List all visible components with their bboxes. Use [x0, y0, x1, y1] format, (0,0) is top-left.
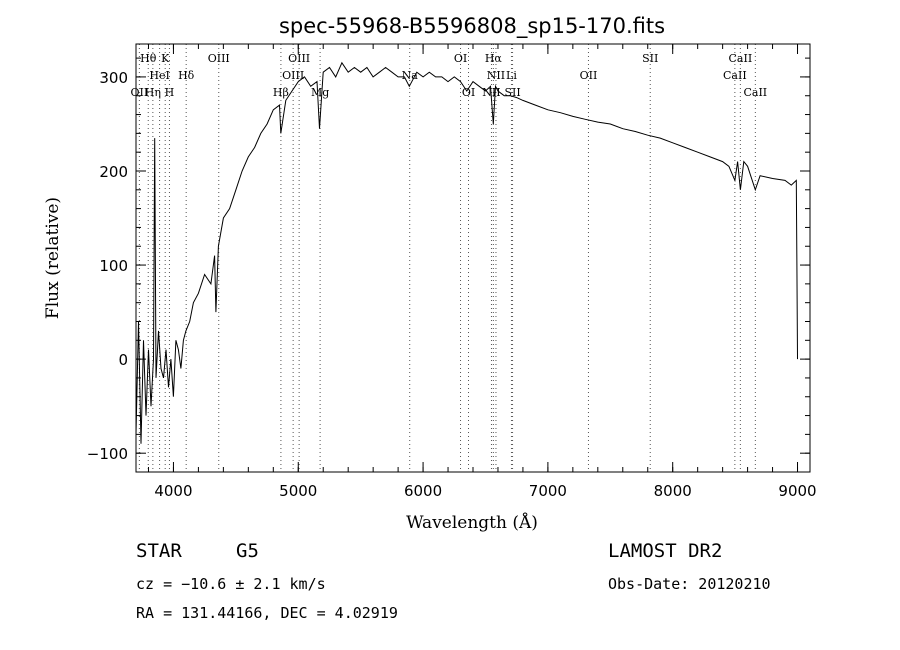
x-tick-label: 4000: [154, 482, 192, 500]
ra-dec: RA = 131.44166, DEC = 4.02919: [136, 604, 398, 622]
y-tick-label: 0: [118, 351, 128, 369]
y-tick-label: −100: [87, 445, 128, 463]
spectral-line-label: K: [161, 52, 170, 65]
y-axis-label: Flux (relative): [43, 197, 63, 319]
y-tick-label: 100: [99, 257, 128, 275]
y-tick-label: 200: [99, 163, 128, 181]
object-subclass: G5: [236, 540, 259, 562]
spectral-line-label: Hβ: [273, 86, 289, 99]
x-tick-label: 8000: [654, 482, 692, 500]
spectral-line-label: CaII: [743, 86, 767, 99]
x-axis-label: Wavelength (Å): [406, 512, 538, 533]
spectral-line-label: Hθ: [140, 52, 157, 65]
spectral-line-label: OIII: [208, 52, 230, 65]
chart-title: spec-55968-B5596808_sp15-170.fits: [279, 14, 665, 39]
spectral-line-label: CaII: [723, 69, 747, 82]
spectral-line-label: Hα: [485, 52, 503, 65]
x-tick-label: 7000: [529, 482, 567, 500]
spectral-line-label: Hδ: [178, 69, 195, 82]
x-tick-label: 9000: [778, 482, 816, 500]
redshift-cz: cz = −10.6 ± 2.1 km/s: [136, 575, 326, 593]
spectrum-series-line: [135, 61, 798, 444]
spectral-line-label: OII: [580, 69, 598, 82]
spectral-line-label: OI: [454, 52, 467, 65]
spectral-line-label: SII: [642, 52, 658, 65]
x-tick-label: 6000: [404, 482, 442, 500]
spectral-line-label: H: [165, 86, 175, 99]
survey-name: LAMOST DR2: [608, 540, 723, 562]
spectral-line-label: NII: [487, 69, 505, 82]
spectral-line-label: Hη: [145, 86, 161, 99]
axis-ticks: 4000 5000 6000 7000 8000 9000 −100 0 100 200 300: [87, 44, 817, 500]
y-tick-label: 300: [99, 69, 128, 87]
observation-date: Obs-Date: 20120210: [608, 575, 771, 593]
spectral-line-label: CaII: [729, 52, 753, 65]
spectral-line-label: SII: [504, 86, 520, 99]
object-class: STAR: [136, 540, 182, 562]
x-tick-label: 5000: [279, 482, 317, 500]
spectral-line-markers: Hθ K OIII OIII OI Hα SII CaII HeI Hδ OIII Na NII Li OI…: [131, 44, 767, 472]
plot-frame: [135, 43, 811, 473]
spectral-line-label: OIII: [282, 69, 304, 82]
spectral-line-label: OIII: [288, 52, 310, 65]
spectral-line-label: Li: [506, 69, 517, 82]
spectral-line-label: Mg: [311, 86, 329, 99]
spectral-line-label: OII: [131, 86, 149, 99]
spectral-line-label: HeI: [149, 69, 169, 82]
spectral-line-label: Na: [402, 69, 419, 82]
